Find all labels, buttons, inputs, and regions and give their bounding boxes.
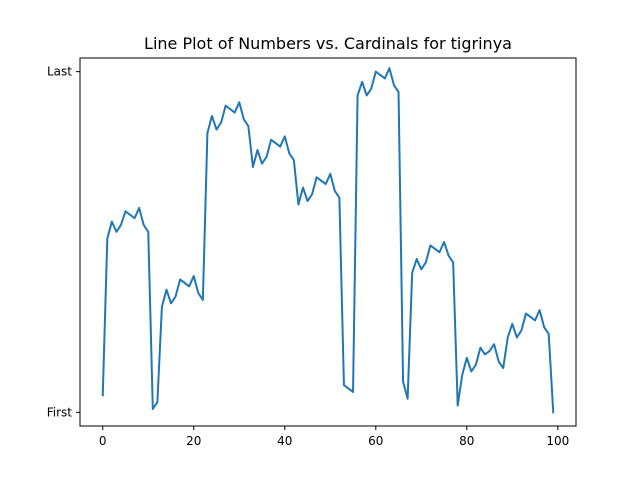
y-axis-ticks: First Last [47, 65, 80, 419]
x-axis-ticks: 0 20 40 60 80 100 [99, 426, 569, 448]
y-tick-label: First [47, 405, 73, 419]
series-line [101, 67, 555, 414]
axes-frame [79, 57, 577, 427]
plot-area [101, 67, 555, 414]
x-tick-label: 20 [186, 434, 201, 448]
x-tick-label: 80 [459, 434, 474, 448]
x-tick-label: 0 [99, 434, 107, 448]
chart-title: Line Plot of Numbers vs. Cardinals for t… [144, 34, 512, 53]
x-tick-label: 40 [277, 434, 292, 448]
x-tick-label: 100 [546, 434, 569, 448]
x-tick-label: 60 [368, 434, 383, 448]
y-tick-label: Last [47, 65, 72, 79]
